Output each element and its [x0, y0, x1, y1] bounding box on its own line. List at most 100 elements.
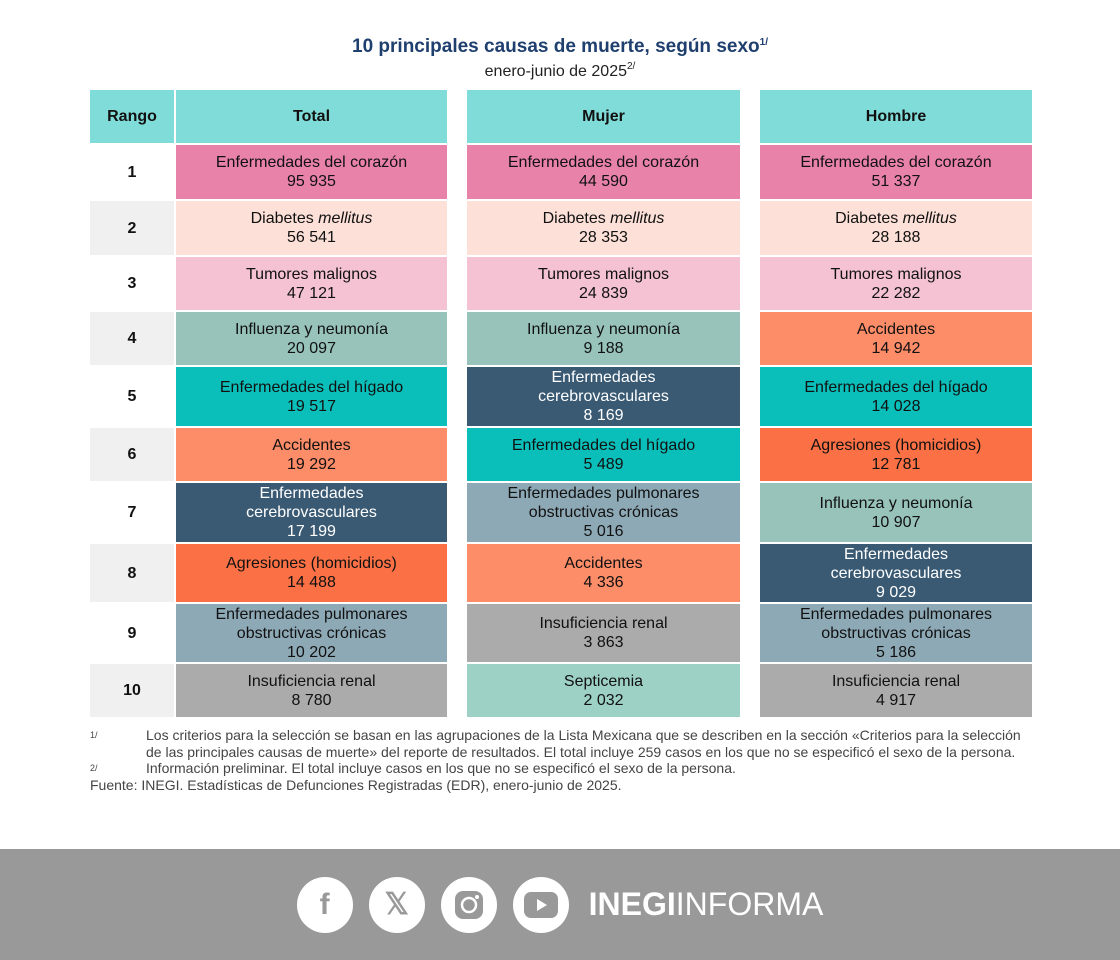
- death-count: 28 353: [579, 229, 628, 246]
- cause-label: Enfermedades cerebrovasculares: [538, 369, 669, 405]
- cause-cell-total: Enfermedades cerebrovasculares 17 199: [176, 483, 447, 542]
- death-count: 44 590: [579, 173, 628, 190]
- table-row: 9 Enfermedades pulmonares obstructivas cr…: [90, 604, 1032, 662]
- cause-label-italic: mellitus: [610, 210, 665, 227]
- table-row: 6 Accidentes 19 292 Enfermedades del hígado…: [90, 428, 1032, 481]
- death-count: 5 489: [583, 455, 624, 473]
- table-header: Rango Total Mujer Hombre: [90, 90, 1032, 143]
- cause-cell-total: Insuficiencia renal 8 780: [176, 664, 447, 717]
- death-count: 19 292: [287, 455, 336, 473]
- table-row: 10 Insuficiencia renal 8 780 Septicemia 2 03…: [90, 664, 1032, 717]
- cause-label: Enfermedades del corazón: [800, 154, 992, 171]
- source-note: Fuente: INEGI. Estadísticas de Defuncion…: [90, 776, 622, 793]
- cause-cell-hombre: Enfermedades pulmonares obstructivas cró…: [760, 604, 1032, 662]
- cause-label: Diabetes: [835, 210, 903, 227]
- rank-cell: 6: [90, 428, 174, 481]
- cause-cell-mujer: Enfermedades pulmonares obstructivas cró…: [467, 483, 740, 542]
- cause-label: Enfermedades del hígado: [219, 378, 404, 396]
- rank-cell: 8: [90, 544, 174, 602]
- cause-cell-mujer: Enfermedades del corazón 44 590: [467, 145, 740, 199]
- cause-cell-hombre: Diabetes mellitus 28 188: [760, 201, 1032, 255]
- cause-cell-total: Agresiones (homicidios) 14 488: [176, 544, 447, 602]
- cause-cell-mujer: Insuficiencia renal 3 863: [467, 604, 740, 662]
- death-count: 12 781: [871, 455, 921, 473]
- cause-cell-total: Enfermedades pulmonares obstructivas cró…: [176, 604, 447, 662]
- cause-label: Agresiones (homicidios): [810, 436, 982, 454]
- cause-cell-mujer: Enfermedades del hígado 5 489: [467, 428, 740, 481]
- cause-label: Septicemia: [563, 672, 644, 690]
- death-count: 56 541: [287, 229, 336, 246]
- cause-label: Enfermedades del corazón: [507, 154, 700, 171]
- death-count: 20 097: [287, 339, 336, 357]
- cause-label: Insuficiencia renal: [539, 615, 668, 632]
- cause-cell-hombre: Insuficiencia renal 4 917: [760, 664, 1032, 717]
- cause-label: Enfermedades del corazón: [215, 154, 408, 171]
- cause-label: Enfermedades del hígado: [804, 378, 988, 396]
- cause-label: Tumores malignos: [830, 265, 962, 283]
- death-count: 22 282: [871, 284, 921, 302]
- cause-label: Influenza y neumonía: [527, 320, 680, 338]
- death-count: 5 186: [875, 643, 917, 661]
- facebook-icon[interactable]: f: [296, 876, 353, 933]
- cause-label: Enfermedades pulmonares obstructivas cró…: [507, 485, 700, 521]
- footnote-1: 1/Los criterios para la selección se bas…: [90, 727, 1021, 760]
- cause-label: Influenza y neumonía: [819, 494, 973, 512]
- cause-cell-hombre: Tumores malignos 22 282: [760, 257, 1032, 310]
- death-count: 14 488: [287, 574, 336, 591]
- death-count: 8 169: [583, 407, 624, 424]
- table-row: 1 Enfermedades del corazón 95 935 Enfermeda…: [90, 145, 1032, 199]
- footnote-ref: 2/: [627, 61, 636, 72]
- death-count: 4 917: [875, 691, 917, 709]
- footnote-2: 2/Información preliminar. El total inclu…: [90, 760, 736, 776]
- footnotes: 1/Los criterios para la selección se bas…: [90, 727, 1035, 793]
- cause-cell-mujer: Septicemia 2 032: [467, 664, 740, 717]
- death-count: 47 121: [287, 284, 336, 302]
- table-row: 5 Enfermedades del hígado 19 517 Enfermedad…: [90, 367, 1032, 426]
- header-hombre: Hombre: [760, 90, 1032, 143]
- cause-cell-mujer: Tumores malignos 24 839: [467, 257, 740, 310]
- cause-label: Diabetes: [542, 210, 611, 227]
- youtube-icon[interactable]: [512, 876, 569, 933]
- death-count: 14 028: [871, 397, 921, 415]
- death-count: 28 188: [871, 229, 921, 246]
- death-count: 10 907: [871, 513, 921, 531]
- cause-label: Accidentes: [564, 555, 643, 572]
- cause-label-italic: mellitus: [902, 210, 957, 227]
- x-icon[interactable]: 𝕏: [368, 876, 425, 933]
- rank-cell: 10: [90, 664, 174, 717]
- death-count: 17 199: [287, 523, 336, 540]
- cause-cell-hombre: Agresiones (homicidios) 12 781: [760, 428, 1032, 481]
- cause-label: Insuficiencia renal: [247, 672, 376, 690]
- header-rank: Rango: [90, 90, 174, 143]
- brand-logo: INEGIINFORMA: [588, 886, 824, 922]
- cause-label: Tumores malignos: [537, 265, 669, 283]
- cause-cell-total: Enfermedades del corazón 95 935: [176, 145, 447, 199]
- death-count: 14 942: [871, 339, 921, 357]
- table-row: 4 Influenza y neumonía 20 097 Influenza y n…: [90, 312, 1032, 365]
- death-count: 3 863: [583, 634, 624, 651]
- death-count: 8 780: [291, 691, 332, 709]
- death-count: 2 032: [583, 691, 624, 709]
- cause-cell-hombre: Accidentes 14 942: [760, 312, 1032, 365]
- cause-cell-hombre: Enfermedades del hígado 14 028: [760, 367, 1032, 426]
- instagram-icon[interactable]: [440, 876, 497, 933]
- header-total: Total: [176, 90, 447, 143]
- cause-cell-total: Accidentes 19 292: [176, 428, 447, 481]
- table-row: 3 Tumores malignos 47 121 Tumores malignos 2…: [90, 257, 1032, 310]
- cause-cell-mujer: Influenza y neumonía 9 188: [467, 312, 740, 365]
- cause-cell-mujer: Enfermedades cerebrovasculares 8 169: [467, 367, 740, 426]
- death-count: 51 337: [871, 173, 921, 190]
- rank-cell: 1: [90, 145, 174, 199]
- table-row: 8 Agresiones (homicidios) 14 488 Accidentes…: [90, 544, 1032, 602]
- cause-label: Insuficiencia renal: [831, 672, 961, 690]
- death-count: 9 188: [583, 339, 624, 357]
- rank-cell: 7: [90, 483, 174, 542]
- rank-cell: 9: [90, 604, 174, 662]
- cause-label: Diabetes: [250, 210, 319, 227]
- cause-label: Enfermedades del hígado: [511, 436, 696, 454]
- death-count: 24 839: [579, 284, 628, 302]
- cause-label: Enfermedades pulmonares obstructivas cró…: [215, 605, 408, 642]
- cause-label-italic: mellitus: [318, 210, 373, 227]
- page-title: 10 principales causas de muerte, según s…: [352, 36, 768, 57]
- cause-cell-total: Enfermedades del hígado 19 517: [176, 367, 447, 426]
